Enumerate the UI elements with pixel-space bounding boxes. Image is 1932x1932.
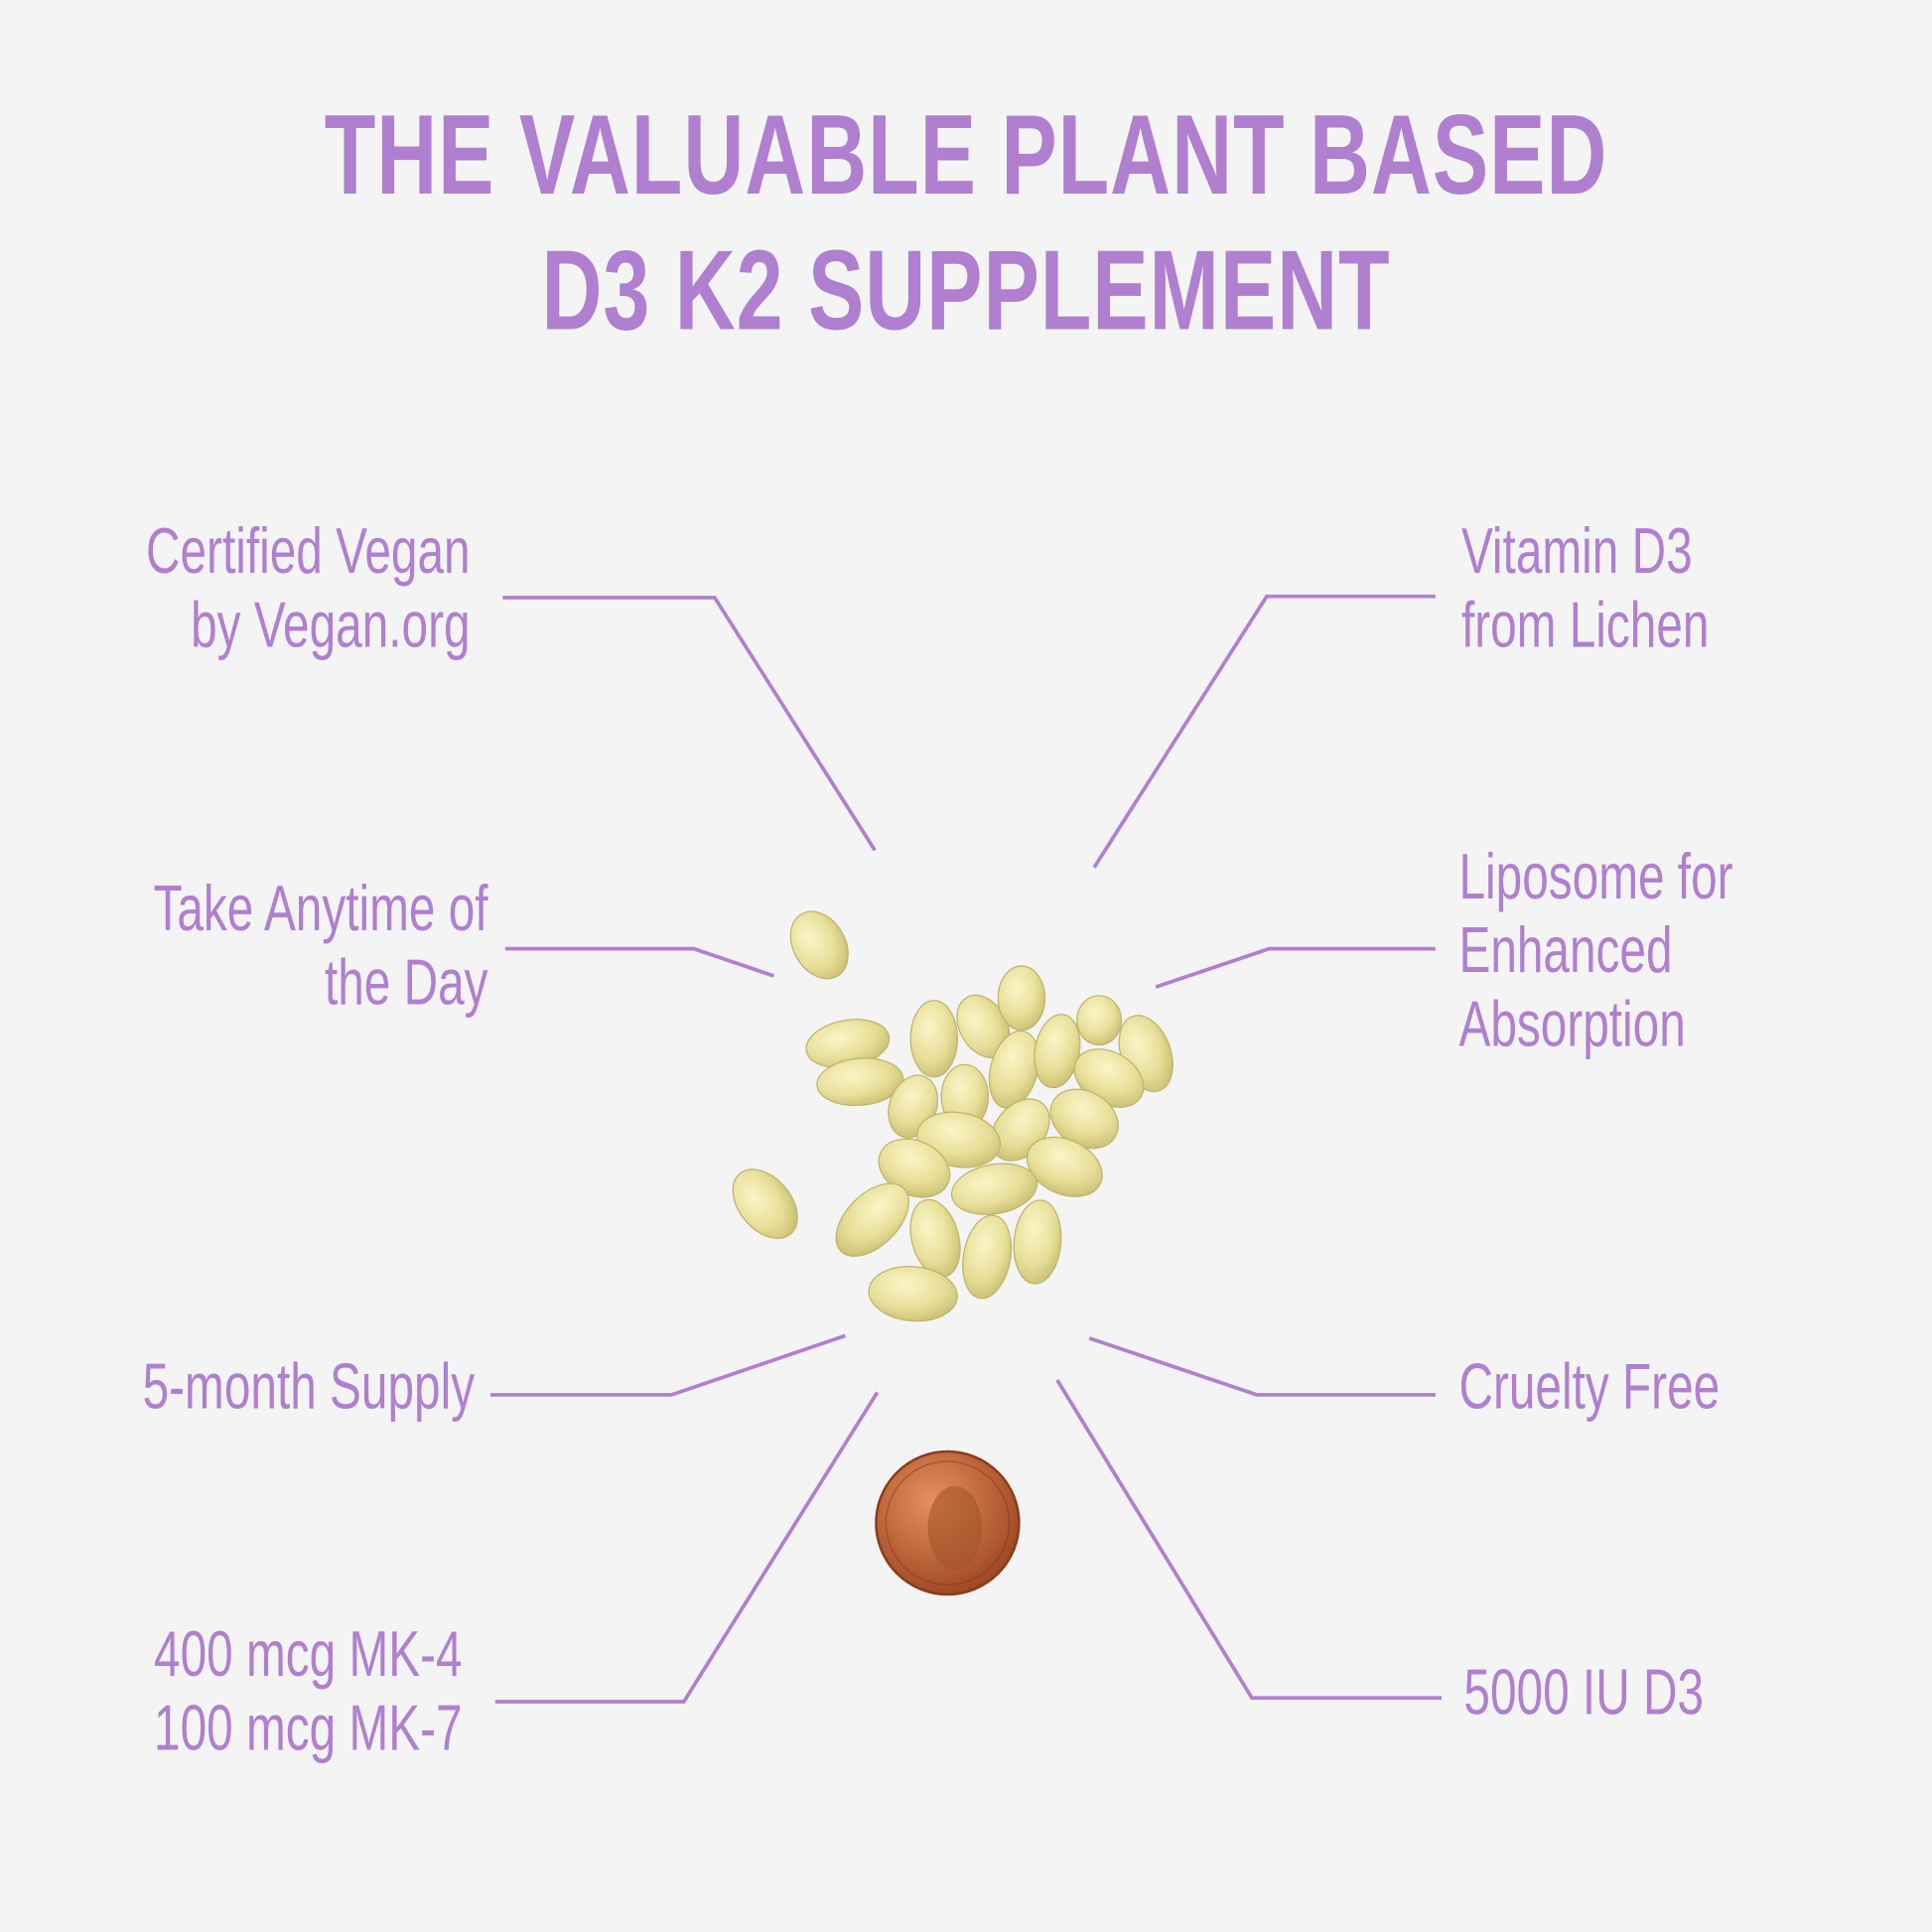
label-line: 100 mcg MK-7 [153,1693,463,1765]
feature-certified-vegan: Certified Vegan by Vegan.org [147,515,472,663]
line-cruelty-free [1088,1336,1436,1397]
line-mk [494,1391,880,1704]
label-line: Certified Vegan [146,516,472,589]
feature-vitamin-d3: Vitamin D3 from Lichen [1461,515,1710,663]
feature-supply: 5-month Supply [142,1350,474,1424]
title-line-2: D3 K2 SUPPLEMENT [541,227,1391,354]
line-liposome [1155,946,1436,989]
feature-mk: 400 mcg MK-4 100 mcg MK-7 [154,1618,463,1766]
feature-anytime: Take Anytime of the Day [153,873,487,1021]
label-line: 5-month Supply [142,1351,475,1424]
feature-liposome: Liposome for Enhanced Absorption [1458,840,1732,1061]
callout-lines [489,594,1443,1704]
label-line: Take Anytime of [153,873,488,945]
line-supply [489,1333,846,1397]
label-line: Vitamin D3 [1460,516,1693,589]
softgels [732,910,1173,1322]
label-line: Enhanced [1458,915,1673,988]
label-line: by Vegan.org [191,590,472,662]
label-line: Cruelty Free [1458,1351,1721,1424]
label-line: 5000 IU D3 [1463,1657,1705,1729]
line-certified-vegan [502,596,877,852]
lincoln-profile [927,1485,983,1571]
line-iu [1055,1379,1443,1701]
line-anytime [504,946,775,978]
title-line-1: THE VALUABLE PLANT BASED [324,92,1608,218]
label-line: Absorption [1458,989,1686,1061]
feature-iu: 5000 IU D3 [1463,1656,1704,1729]
line-vitamin-d3 [1092,594,1436,869]
label-line: the Day [324,947,488,1020]
feature-cruelty-free: Cruelty Free [1458,1350,1720,1424]
label-line: from Lichen [1460,590,1710,662]
label-line: Liposome for [1458,841,1733,913]
label-line: 400 mcg MK-4 [153,1618,463,1691]
